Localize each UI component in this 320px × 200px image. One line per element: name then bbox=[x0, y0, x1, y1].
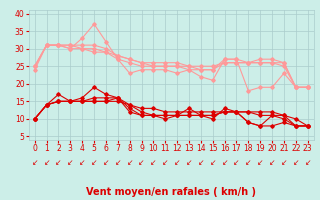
Text: ↙: ↙ bbox=[210, 158, 216, 168]
Text: ↙: ↙ bbox=[257, 158, 263, 168]
Text: ↙: ↙ bbox=[115, 158, 121, 168]
Text: ↙: ↙ bbox=[245, 158, 252, 168]
Text: ↙: ↙ bbox=[91, 158, 97, 168]
Text: ↙: ↙ bbox=[174, 158, 180, 168]
Text: ↙: ↙ bbox=[150, 158, 156, 168]
Text: Vent moyen/en rafales ( km/h ): Vent moyen/en rafales ( km/h ) bbox=[86, 187, 256, 197]
Text: ↙: ↙ bbox=[186, 158, 192, 168]
Text: ↙: ↙ bbox=[44, 158, 50, 168]
Text: ↙: ↙ bbox=[198, 158, 204, 168]
Text: ↙: ↙ bbox=[304, 158, 311, 168]
Text: ↙: ↙ bbox=[55, 158, 62, 168]
Text: ↙: ↙ bbox=[162, 158, 168, 168]
Text: ↙: ↙ bbox=[126, 158, 133, 168]
Text: ↙: ↙ bbox=[281, 158, 287, 168]
Text: ↙: ↙ bbox=[67, 158, 74, 168]
Text: ↙: ↙ bbox=[292, 158, 299, 168]
Text: ↙: ↙ bbox=[103, 158, 109, 168]
Text: ↙: ↙ bbox=[138, 158, 145, 168]
Text: ↙: ↙ bbox=[221, 158, 228, 168]
Text: ↙: ↙ bbox=[79, 158, 85, 168]
Text: ↙: ↙ bbox=[233, 158, 240, 168]
Text: ↙: ↙ bbox=[32, 158, 38, 168]
Text: ↙: ↙ bbox=[269, 158, 275, 168]
